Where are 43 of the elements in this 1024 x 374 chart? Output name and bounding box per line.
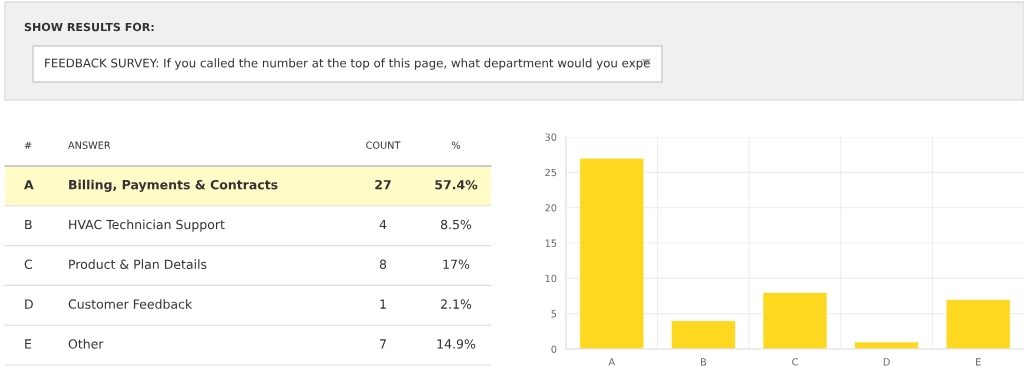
x-tick-label: B [701, 358, 707, 366]
bar [579, 157, 645, 349]
bar [670, 320, 736, 349]
y-tick-label: 5 [551, 310, 557, 318]
text: 2.1% [441, 299, 472, 309]
y-tick-label: 0 [551, 345, 557, 353]
text: 57.4% [435, 179, 478, 190]
y-tick-label: 30 [545, 133, 557, 141]
x-tick-label: C [792, 358, 798, 366]
text: 14.9% [437, 339, 476, 349]
text: 27 [375, 179, 391, 190]
x-tick-label: E [976, 358, 981, 366]
text: Product & Plan Details [69, 259, 207, 270]
x-tick-label: D [883, 358, 890, 366]
text: 8 [379, 259, 387, 270]
text: Billing, Payments & Contracts [69, 179, 278, 192]
text: FEEDBACK SURVEY: If you called the number at the top of this page, what department would you expe [45, 58, 650, 70]
text: 4 [379, 219, 387, 230]
text: 8.5% [440, 219, 472, 230]
y-tick-label: 15 [545, 239, 557, 247]
text: Customer Feedback [68, 299, 193, 309]
text: 17% [443, 259, 470, 270]
bar [762, 292, 828, 349]
text: C [24, 259, 33, 270]
text: 1 [380, 299, 386, 309]
text: HVAC Technician Support [69, 219, 225, 232]
y-tick-label: 10 [545, 274, 557, 283]
text: E [25, 339, 32, 349]
y-tick-label: 20 [545, 204, 557, 212]
bar [945, 299, 1011, 349]
text: Other [68, 338, 104, 349]
text: A [24, 180, 34, 190]
bar [854, 341, 920, 349]
text: SHOW RESULTS FOR: [24, 22, 154, 32]
y-tick-label: 25 [545, 168, 557, 177]
text: 7 [380, 339, 386, 349]
text: % [451, 141, 461, 149]
text: B [25, 219, 32, 230]
text: COUNT [366, 141, 401, 149]
x-tick-label: A [608, 358, 616, 366]
text: D [25, 299, 33, 309]
text: # [24, 141, 32, 149]
text: ANSWER [68, 141, 111, 149]
